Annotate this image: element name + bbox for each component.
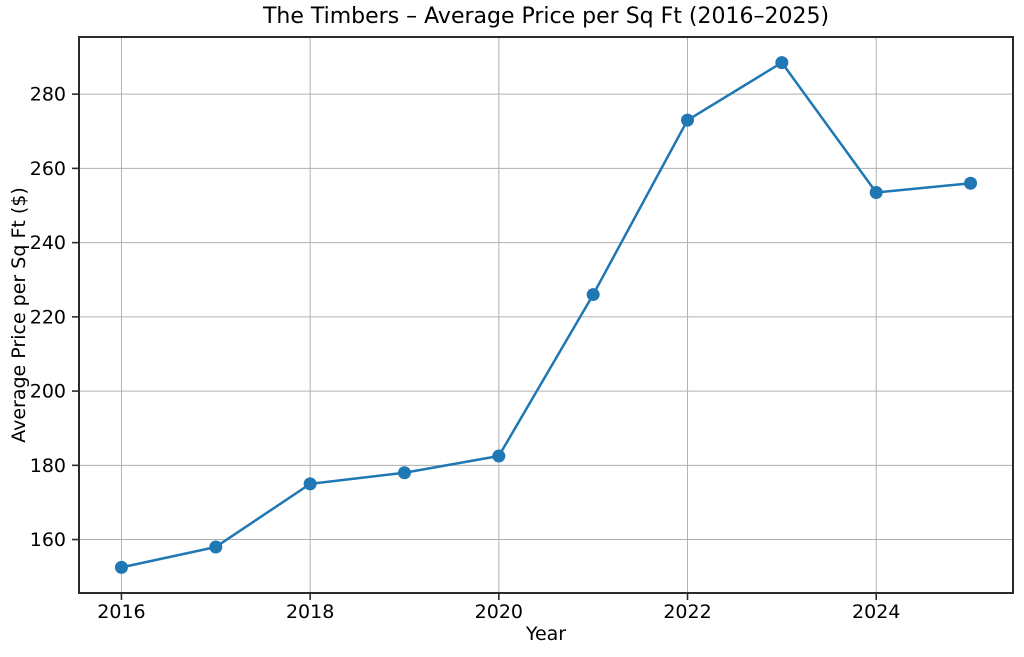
axes-spines [78, 36, 1014, 594]
y-tick-label: 220 [30, 306, 66, 328]
data-point-2021 [586, 288, 600, 302]
data-point-2024 [869, 186, 883, 200]
data-point-2019 [397, 466, 411, 480]
y-tick-label: 280 [30, 84, 66, 106]
x-tick-label: 2024 [852, 601, 900, 623]
y-tick-label: 200 [30, 381, 66, 403]
data-point-2020 [492, 449, 506, 463]
data-point-2022 [681, 113, 695, 127]
x-tick-label: 2022 [663, 601, 711, 623]
y-tick-label: 160 [30, 529, 66, 551]
y-tick-label: 240 [30, 232, 66, 254]
y-tick-label: 180 [30, 455, 66, 477]
data-point-2016 [114, 560, 128, 574]
chart-title: The Timbers – Average Price per Sq Ft (2… [262, 4, 830, 29]
data-point-2017 [209, 540, 223, 554]
x-tick-label: 2018 [286, 601, 334, 623]
y-tick-label: 260 [30, 158, 66, 180]
x-tick-label: 2016 [97, 601, 145, 623]
data-point-2025 [964, 176, 978, 190]
data-point-2023 [775, 56, 789, 70]
x-tick-label: 2020 [475, 601, 523, 623]
trend-line [120, 61, 972, 569]
data-point-2018 [303, 477, 317, 491]
x-axis-label: Year [525, 623, 567, 645]
